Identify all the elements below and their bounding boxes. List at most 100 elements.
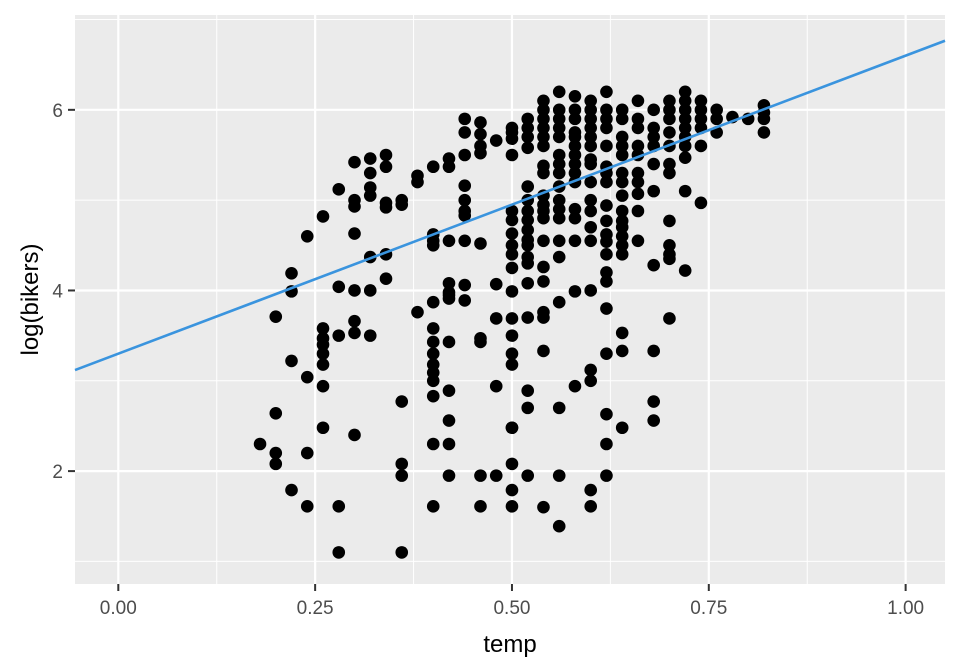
data-point (316, 379, 330, 393)
data-point (426, 389, 440, 403)
data-point (474, 335, 487, 349)
data-point (395, 457, 409, 471)
data-point (615, 421, 629, 435)
data-point (600, 139, 613, 153)
data-point (552, 202, 566, 216)
data-point (584, 103, 598, 117)
data-point (584, 363, 598, 377)
data-point (537, 344, 550, 358)
data-point (678, 121, 692, 135)
data-point (489, 277, 503, 291)
data-point (426, 160, 440, 174)
data-point (663, 166, 676, 180)
data-point (615, 112, 629, 126)
data-point (600, 235, 613, 248)
data-point (316, 347, 330, 360)
data-point (505, 312, 519, 325)
data-point (584, 220, 598, 234)
data-point (600, 302, 613, 315)
data-point (568, 103, 582, 117)
data-point (663, 157, 676, 171)
data-point (568, 157, 582, 171)
data-point (552, 112, 566, 126)
data-point (678, 139, 692, 153)
data-point (663, 103, 676, 117)
data-point (474, 469, 487, 482)
data-point (615, 103, 629, 117)
data-point (757, 126, 771, 139)
data-point (426, 437, 440, 451)
data-point (647, 258, 660, 272)
data-point (442, 437, 456, 451)
data-point (537, 121, 550, 135)
data-point (300, 370, 314, 384)
data-point (600, 214, 613, 228)
data-point (316, 210, 330, 223)
data-point (615, 148, 629, 162)
data-point (552, 130, 566, 144)
data-point (615, 204, 629, 218)
y-tick-label: 6 (52, 101, 63, 122)
data-point (505, 285, 519, 298)
data-point (458, 278, 472, 292)
data-point (348, 227, 361, 240)
data-point (458, 126, 472, 139)
data-point (300, 500, 314, 513)
data-point (521, 239, 535, 252)
data-point (521, 112, 535, 126)
data-point (694, 112, 708, 126)
data-point (631, 187, 645, 201)
data-point (584, 130, 598, 144)
data-point (285, 483, 298, 497)
data-point (631, 166, 645, 180)
data-point (568, 130, 582, 144)
data-point (332, 329, 346, 342)
data-point (537, 234, 550, 248)
data-point (584, 284, 598, 297)
data-point (615, 220, 629, 234)
data-point (474, 127, 487, 141)
data-point (600, 275, 613, 288)
data-point (505, 132, 519, 146)
data-point (552, 519, 566, 533)
data-point (285, 354, 298, 368)
data-point (521, 276, 535, 290)
data-point (474, 116, 487, 129)
data-point (600, 347, 613, 360)
x-axis-title: temp (483, 631, 536, 658)
data-point (600, 199, 613, 212)
data-point (348, 428, 361, 442)
data-points (253, 85, 771, 559)
data-point (442, 335, 456, 349)
data-point (631, 94, 645, 108)
data-point (505, 148, 519, 162)
data-point (474, 146, 487, 160)
data-point (647, 103, 660, 117)
data-point (647, 130, 660, 144)
data-point (615, 175, 629, 189)
data-point (552, 295, 566, 309)
data-point (568, 166, 582, 180)
data-point (363, 166, 377, 180)
data-point (631, 175, 645, 189)
data-point (647, 157, 660, 171)
data-point (537, 103, 550, 117)
data-point (663, 252, 676, 266)
data-point (474, 237, 487, 250)
data-point (678, 94, 692, 108)
data-point (426, 374, 440, 388)
data-point (348, 326, 361, 340)
data-point (426, 347, 440, 360)
data-point (411, 175, 424, 189)
data-point (584, 193, 598, 207)
data-point (348, 284, 361, 297)
data-point (552, 193, 566, 207)
data-point (615, 239, 629, 252)
data-point (615, 248, 629, 261)
data-point (647, 184, 660, 198)
data-point (505, 421, 519, 435)
data-point (521, 130, 535, 144)
data-point (584, 94, 598, 108)
data-point (552, 401, 566, 415)
data-point (694, 139, 708, 153)
